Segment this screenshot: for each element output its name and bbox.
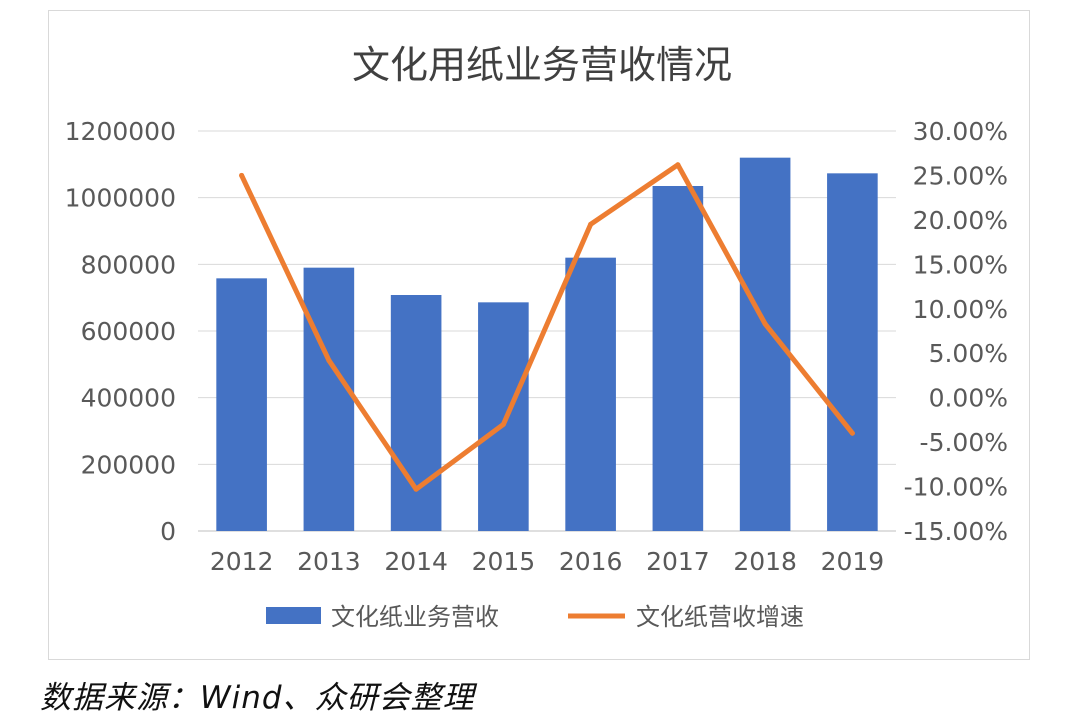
line-point bbox=[239, 172, 245, 178]
x-tick-label: 2017 bbox=[646, 547, 710, 576]
x-tick-label: 2013 bbox=[297, 547, 361, 576]
x-tick-label: 2014 bbox=[384, 547, 448, 576]
right-axis-ticks: -15.00% -10.00% -5.00% 0.00% 5.00% 10.00% 15.0… bbox=[904, 117, 1008, 546]
line-series bbox=[239, 162, 855, 492]
left-tick-label: 1200000 bbox=[65, 117, 176, 146]
right-tick-label: 5.00% bbox=[929, 339, 1008, 368]
left-tick-label: 0 bbox=[160, 517, 176, 546]
growth-line bbox=[239, 162, 855, 492]
right-tick-label: 0.00% bbox=[929, 384, 1008, 413]
line-point bbox=[413, 486, 419, 492]
line-point bbox=[588, 221, 594, 227]
legend-swatch-bar bbox=[266, 607, 321, 624]
right-tick-label: 10.00% bbox=[913, 295, 1008, 324]
line-point bbox=[675, 162, 681, 168]
bar bbox=[827, 173, 878, 532]
right-tick-label: -15.00% bbox=[904, 517, 1008, 546]
bar bbox=[478, 302, 529, 531]
bar bbox=[216, 278, 267, 531]
line-point bbox=[849, 430, 855, 436]
legend-label-bar: 文化纸业务营收 bbox=[331, 603, 499, 631]
bar bbox=[303, 267, 355, 531]
right-tick-label: 25.00% bbox=[913, 161, 1008, 190]
left-tick-label: 1000000 bbox=[65, 184, 176, 213]
x-tick-label: 2019 bbox=[821, 547, 885, 576]
left-tick-label: 200000 bbox=[81, 450, 176, 479]
legend: 文化纸业务营收 文化纸营收增速 bbox=[266, 603, 804, 631]
x-tick-label: 2012 bbox=[210, 547, 274, 576]
source-note: 数据来源：Wind、众研会整理 bbox=[40, 680, 475, 716]
x-tick-label: 2018 bbox=[733, 547, 797, 576]
x-tick-label: 2016 bbox=[559, 547, 623, 576]
x-axis-ticks: 2012 2013 2014 2015 2016 2017 2018 2019 bbox=[210, 547, 884, 576]
left-tick-label: 600000 bbox=[81, 317, 176, 346]
bar bbox=[390, 295, 442, 531]
x-tick-label: 2015 bbox=[472, 547, 536, 576]
legend-label-line: 文化纸营收增速 bbox=[636, 603, 804, 631]
left-axis-ticks: 0 200000 400000 600000 800000 1000000 1200000 bbox=[65, 117, 176, 546]
right-tick-label: -5.00% bbox=[920, 428, 1008, 457]
bar-series bbox=[216, 157, 878, 532]
gridlines bbox=[198, 130, 896, 532]
bar bbox=[652, 186, 704, 531]
line-point bbox=[500, 421, 506, 427]
right-tick-label: 20.00% bbox=[913, 206, 1008, 235]
right-tick-label: 15.00% bbox=[913, 250, 1008, 279]
right-tick-label: 30.00% bbox=[913, 117, 1008, 146]
chart-title: 文化用纸业务营收情况 bbox=[352, 43, 732, 87]
bar bbox=[565, 257, 616, 531]
left-tick-label: 800000 bbox=[81, 250, 176, 279]
line-point bbox=[326, 357, 332, 363]
left-tick-label: 400000 bbox=[81, 384, 176, 413]
line-point bbox=[762, 321, 768, 327]
right-tick-label: -10.00% bbox=[904, 473, 1008, 502]
